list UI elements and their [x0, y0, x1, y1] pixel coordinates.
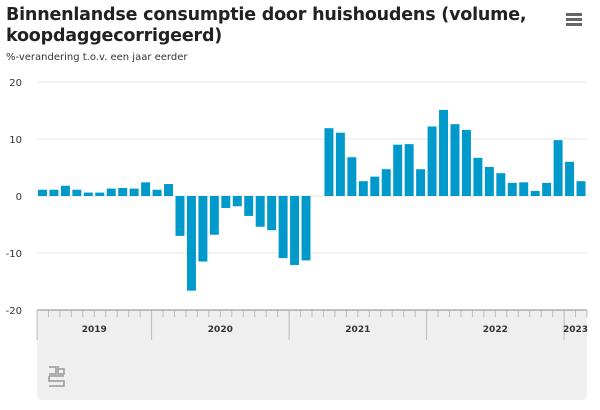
bar [461, 129, 471, 196]
bar [507, 182, 517, 196]
bar [484, 166, 494, 196]
bar [129, 188, 139, 196]
bar [141, 182, 151, 196]
bar [83, 192, 93, 196]
year-label: 2019 [82, 325, 107, 335]
bar [530, 190, 540, 196]
bar [244, 196, 254, 216]
bar [416, 169, 426, 196]
chart-title: Binnenlandse consumptie door huishoudens… [6, 5, 527, 46]
y-tick-label: -10 [6, 249, 22, 260]
year-label: 2022 [483, 325, 508, 335]
axis-panel [37, 310, 587, 400]
bar [565, 161, 575, 196]
bar [553, 140, 563, 196]
bar [60, 185, 70, 196]
bar [38, 189, 47, 196]
bar [198, 196, 208, 262]
bar [370, 176, 380, 196]
bar [358, 181, 368, 196]
year-label: 2023 [563, 325, 588, 335]
bar [72, 189, 82, 196]
bar [152, 189, 162, 196]
bar [404, 144, 414, 196]
y-tick-label: 20 [9, 78, 22, 89]
y-tick-label: -20 [6, 306, 22, 317]
bar [175, 196, 185, 236]
bar [301, 196, 311, 261]
bar [186, 196, 196, 291]
bar [473, 157, 483, 196]
bar [255, 196, 265, 227]
bar [232, 196, 242, 207]
bar [542, 182, 552, 196]
bar [496, 173, 506, 196]
bar [267, 196, 277, 231]
bar [335, 132, 345, 196]
bar [519, 182, 529, 196]
bar [450, 124, 460, 196]
bar [576, 181, 586, 196]
bar [278, 196, 288, 259]
hamburger-icon[interactable] [566, 13, 582, 27]
bar [290, 196, 300, 265]
year-label: 2021 [345, 325, 370, 335]
bar [106, 188, 116, 196]
bar [49, 189, 59, 196]
y-tick-label: 0 [16, 192, 22, 203]
bar [347, 157, 357, 196]
bar [393, 144, 403, 196]
year-label: 2020 [208, 325, 233, 335]
y-tick-label: 10 [9, 135, 22, 146]
chart-subtitle: %-verandering t.o.v. een jaar eerder [6, 52, 188, 63]
bar [439, 109, 448, 196]
bar [324, 128, 334, 196]
bar [164, 184, 173, 196]
cbs-logo [48, 366, 65, 387]
bar [381, 169, 391, 196]
bar [427, 126, 437, 196]
bar [95, 192, 105, 196]
bar [118, 188, 128, 196]
bar [209, 196, 219, 235]
bar [221, 196, 231, 208]
